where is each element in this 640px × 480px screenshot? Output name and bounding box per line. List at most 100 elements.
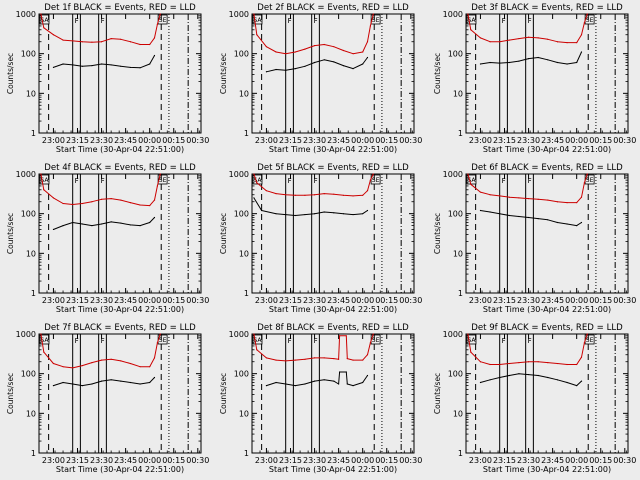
y-tick-label: 1 bbox=[31, 129, 36, 138]
series-lld-point bbox=[81, 202, 83, 205]
marker-label-sa: SA bbox=[467, 17, 476, 24]
marker-label-sa: SA bbox=[40, 17, 49, 24]
series-lld-point bbox=[372, 173, 374, 175]
y-tick-label: 10 bbox=[26, 249, 36, 258]
series-events-point bbox=[304, 213, 306, 216]
y-axis-label: Counts/sec bbox=[433, 213, 442, 254]
x-tick-label: 23:15 bbox=[493, 296, 516, 305]
series-events-point bbox=[362, 381, 364, 384]
flag-interval-1 bbox=[499, 173, 508, 294]
y-tick-label: 100 bbox=[234, 50, 249, 59]
series-events-point bbox=[313, 380, 316, 382]
series-events-point bbox=[81, 223, 83, 225]
x-tick-label: 00:15 bbox=[375, 136, 398, 145]
series-lld-point bbox=[369, 179, 371, 181]
series-lld-point bbox=[499, 41, 501, 43]
y-tick-label: 10 bbox=[239, 89, 249, 98]
series-events-point bbox=[100, 223, 103, 225]
flag-label: F bbox=[288, 17, 292, 25]
y-tick-label: 100 bbox=[234, 210, 249, 219]
marker-box bbox=[466, 334, 477, 345]
series-events-point bbox=[508, 214, 510, 217]
x-tick-label: 23:00 bbox=[255, 456, 278, 465]
x-tick-label: 23:45 bbox=[114, 136, 137, 145]
series-lld-point bbox=[129, 202, 132, 204]
series-events-point bbox=[489, 211, 491, 213]
series-events-point bbox=[285, 213, 287, 216]
flag-interval-1 bbox=[499, 333, 508, 454]
series-events-point bbox=[345, 371, 347, 373]
series-events-point bbox=[346, 383, 348, 385]
series-events-point bbox=[508, 61, 510, 64]
y-tick-label: 1000 bbox=[229, 170, 249, 179]
y-tick-label: 10 bbox=[26, 409, 36, 418]
series-lld-point bbox=[467, 173, 469, 175]
series-events-point bbox=[91, 383, 93, 385]
x-tick-label: 23:00 bbox=[469, 456, 492, 465]
x-tick-label: 23:45 bbox=[541, 456, 564, 465]
series-events-point bbox=[153, 54, 156, 57]
panel-title: Det 3f BLACK = Events, RED = LLD bbox=[471, 3, 623, 13]
series-lld-point bbox=[294, 359, 296, 361]
series-events-point bbox=[72, 383, 74, 385]
series-events-line bbox=[266, 57, 368, 73]
series-lld-point bbox=[153, 199, 156, 201]
x-axis-label: Start Time (30-Apr-04 22:51:00) bbox=[56, 465, 184, 474]
series-lld-point bbox=[518, 37, 520, 40]
series-events-point bbox=[333, 380, 335, 382]
series-events-point bbox=[313, 61, 316, 64]
x-tick-label: 23:15 bbox=[279, 136, 302, 145]
series-lld-point bbox=[285, 194, 287, 196]
series-lld-point bbox=[499, 195, 501, 197]
marker-label-sa: SA bbox=[467, 177, 476, 184]
series-lld-point bbox=[43, 351, 45, 353]
series-lld-point bbox=[256, 182, 258, 184]
series-lld-point bbox=[149, 204, 151, 207]
series-lld-point bbox=[547, 38, 549, 40]
series-lld-line bbox=[40, 13, 161, 45]
series-lld-point bbox=[556, 41, 559, 43]
series-lld-point bbox=[91, 41, 93, 43]
series-lld-point bbox=[253, 13, 255, 15]
y-axis-label: Counts/sec bbox=[433, 373, 442, 414]
x-tick-label: 00:15 bbox=[589, 456, 612, 465]
flag-label: F bbox=[288, 337, 292, 345]
series-events-point bbox=[52, 385, 55, 387]
series-events-point bbox=[362, 213, 364, 215]
series-events-line bbox=[266, 371, 368, 387]
series-lld-point bbox=[576, 42, 578, 44]
series-lld-point bbox=[159, 13, 161, 15]
x-tick-label: 00:30 bbox=[399, 136, 422, 145]
x-axis-label: Start Time (30-Apr-04 22:51:00) bbox=[269, 145, 397, 154]
marker-label-se: SE bbox=[372, 337, 380, 344]
plot-frame bbox=[38, 13, 202, 134]
series-lld-point bbox=[338, 335, 341, 337]
x-tick-label: 00:30 bbox=[613, 456, 636, 465]
series-events-point bbox=[139, 225, 141, 227]
y-tick-label: 10 bbox=[453, 249, 463, 258]
series-lld-point bbox=[110, 358, 112, 360]
series-lld-point bbox=[40, 333, 42, 335]
series-lld-point bbox=[352, 359, 354, 361]
series-lld-point bbox=[369, 25, 371, 27]
series-lld-point bbox=[120, 360, 122, 362]
series-lld-point bbox=[576, 363, 578, 366]
series-lld-point bbox=[253, 333, 255, 335]
y-tick-label: 100 bbox=[448, 50, 463, 59]
x-axis-label: Start Time (30-Apr-04 22:51:00) bbox=[483, 145, 611, 154]
x-tick-label: 23:00 bbox=[255, 136, 278, 145]
series-events-point bbox=[153, 216, 156, 219]
series-lld-point bbox=[586, 333, 588, 335]
series-lld-point bbox=[265, 357, 268, 359]
series-lld-point bbox=[265, 190, 268, 192]
series-events-point bbox=[566, 223, 568, 225]
flag-label: F bbox=[101, 177, 105, 185]
marker-label-se: SE bbox=[586, 17, 594, 24]
series-lld-point bbox=[110, 197, 112, 200]
series-events-point bbox=[265, 71, 268, 73]
series-events-point bbox=[304, 383, 306, 385]
flag-interval-2 bbox=[98, 13, 107, 134]
series-lld-point bbox=[369, 342, 371, 344]
series-lld-point bbox=[508, 39, 510, 41]
